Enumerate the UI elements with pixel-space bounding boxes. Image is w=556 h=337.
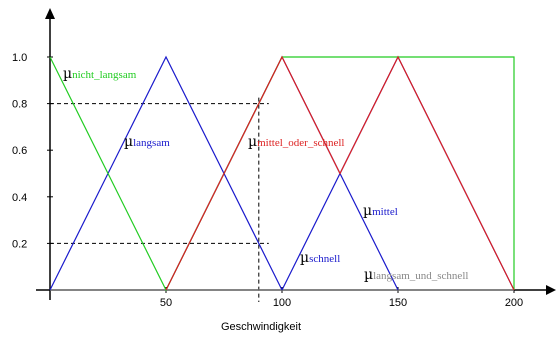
x-tick-label: 100 (273, 297, 291, 309)
mu-symbol: µ (248, 134, 257, 150)
mu-symbol: µ (364, 267, 373, 283)
label-mittel-oder-schnell: µmittel_oder_schnell (248, 134, 344, 150)
mu-symbol: µ (124, 134, 133, 150)
mu-symbol: µ (63, 66, 72, 82)
series-nicht-langsam (49, 56, 515, 292)
mu-symbol: µ (300, 250, 309, 266)
label-mittel-text: mittel (372, 206, 398, 218)
y-tick-label: 0.2 (12, 238, 27, 250)
label-langsam-text: langsam (133, 137, 170, 149)
label-nicht-langsam-text: nicht_langsam (72, 69, 137, 81)
label-schnell-text: schnell (309, 253, 340, 265)
series-mittel (165, 55, 399, 291)
mu-symbol: µ (363, 203, 372, 219)
label-nicht-langsam: µnicht_langsam (63, 66, 137, 82)
x-axis-arrow (546, 285, 556, 295)
x-axis-label: Geschwindigkeit (221, 321, 301, 333)
label-langsam-und-schnell-text: langsam_und_schnell (373, 270, 468, 282)
y-tick-label: 0.8 (12, 99, 27, 111)
y-tick-label: 0.4 (12, 192, 27, 204)
series-mittel-oder-schnell (165, 55, 515, 291)
x-tick-label: 50 (160, 297, 172, 309)
label-mittel-oder-schnell-text: mittel_oder_schnell (257, 137, 344, 149)
y-tick-label: 0.6 (12, 145, 27, 157)
x-tick-label: 200 (505, 297, 523, 309)
label-langsam-und-schnell: µlangsam_und_schnell (364, 267, 468, 283)
y-tick-label: 1.0 (12, 52, 27, 64)
helper-lines (50, 97, 269, 302)
series-langsam (49, 55, 283, 291)
label-mittel: µmittel (363, 203, 398, 219)
y-axis-arrow (45, 8, 55, 19)
x-tick-label: 150 (389, 297, 407, 309)
label-schnell: µschnell (300, 250, 340, 266)
membership-series (49, 55, 515, 292)
y-ticks: 0.2 0.4 0.6 0.8 1.0 (12, 52, 53, 250)
label-langsam: µlangsam (124, 134, 170, 150)
